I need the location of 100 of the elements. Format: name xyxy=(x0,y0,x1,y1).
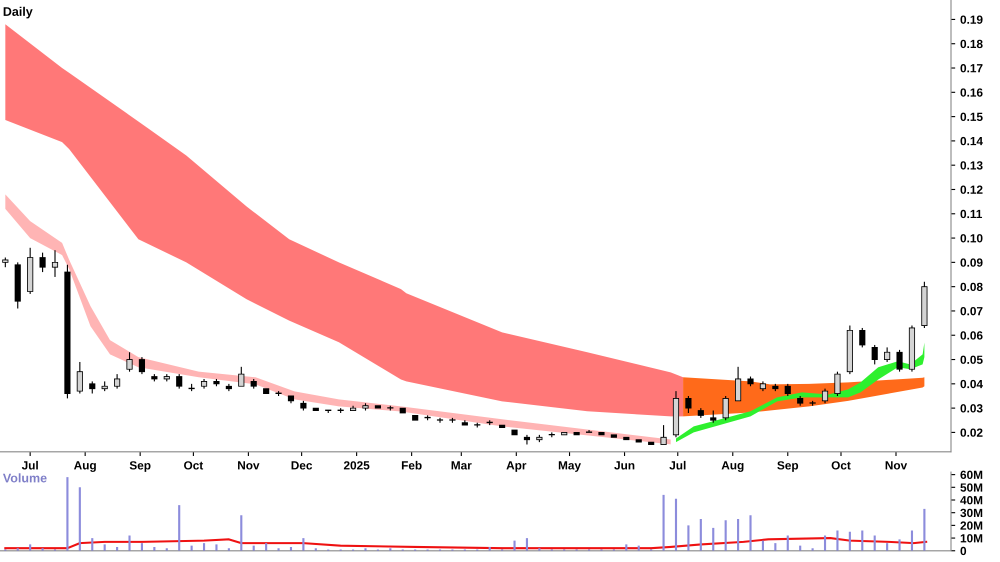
y-tick-label: 0.06 xyxy=(960,331,983,340)
x-tick-label: Nov xyxy=(886,461,908,470)
y-tick-label: 0 xyxy=(960,546,966,556)
bar xyxy=(488,546,491,551)
y-tick-label: 0.11 xyxy=(960,210,982,218)
bar xyxy=(799,546,802,551)
bar xyxy=(389,548,392,551)
bar xyxy=(910,530,914,551)
x-tick-label: Dec xyxy=(292,461,312,470)
bar xyxy=(638,546,640,551)
x-tick-label: Oct xyxy=(832,461,851,470)
bar xyxy=(277,548,280,551)
bar xyxy=(252,546,255,551)
bar xyxy=(625,544,628,551)
bar xyxy=(749,515,752,551)
candlestick xyxy=(250,378,257,390)
bar xyxy=(526,538,528,551)
y-tick-label: 0.02 xyxy=(960,428,983,437)
x-tick-label: Mar xyxy=(452,461,472,470)
bar xyxy=(166,548,168,551)
y-tick-label: 0.10 xyxy=(960,234,983,242)
candlestick xyxy=(710,410,716,424)
candlestick xyxy=(896,349,903,372)
candlestick xyxy=(138,356,146,375)
bar xyxy=(662,494,665,551)
x-tick-label: Aug xyxy=(722,461,744,472)
y-tick-label: 0.09 xyxy=(960,258,983,267)
bar xyxy=(228,548,230,551)
candlestick xyxy=(722,395,729,421)
bar xyxy=(16,548,19,551)
candlestick xyxy=(2,256,8,268)
candlestick xyxy=(300,400,306,412)
candlestick xyxy=(735,366,742,402)
candlestick xyxy=(872,344,878,365)
chart-title: Volume xyxy=(2,473,47,482)
bar xyxy=(66,477,68,551)
bar xyxy=(786,536,789,551)
x-tick-label: Aug xyxy=(74,461,96,472)
bar xyxy=(140,543,144,551)
bar xyxy=(774,543,776,551)
x-tick-label: May xyxy=(558,461,581,472)
y-tick-label: 0.05 xyxy=(960,356,983,364)
candlestick xyxy=(859,327,866,348)
bar xyxy=(42,548,44,551)
bar xyxy=(513,540,516,551)
bar xyxy=(812,548,814,551)
y-tick-label: 0.03 xyxy=(960,404,983,413)
bar xyxy=(724,520,727,551)
line-series xyxy=(4,537,928,550)
candlestick xyxy=(76,361,83,394)
candlestick xyxy=(685,395,692,414)
y-tick-label: 50M xyxy=(960,483,982,492)
candlestick xyxy=(102,380,108,392)
bar xyxy=(824,536,826,551)
y-tick-label: 30M xyxy=(960,508,982,518)
bar xyxy=(886,543,888,551)
y-tick-label: 0.18 xyxy=(960,40,983,48)
x-tick-label: Feb xyxy=(402,460,422,470)
x-tick-label: Jul xyxy=(22,460,38,470)
bar xyxy=(861,530,864,551)
text: Daily xyxy=(4,6,33,18)
y-tick-label: 60M xyxy=(960,470,982,480)
candlestick xyxy=(884,346,890,363)
y-tick-label: 20M xyxy=(960,521,982,530)
bar xyxy=(128,536,131,551)
bar xyxy=(700,519,702,551)
candlestick xyxy=(176,374,182,390)
bar xyxy=(848,532,851,551)
bar xyxy=(538,548,540,551)
bar xyxy=(674,498,678,551)
x-tick-label: Jul xyxy=(669,460,686,470)
bar xyxy=(687,525,690,551)
candlestick xyxy=(524,434,530,446)
y-tick-label: 10M xyxy=(960,534,982,542)
x-tick-label: Apr xyxy=(506,461,526,472)
bar xyxy=(202,543,206,551)
candlestick xyxy=(660,424,667,446)
y-tick-label: 0.07 xyxy=(960,306,982,316)
bar xyxy=(78,487,81,551)
bar xyxy=(265,543,268,551)
x-tick-label: 2025 xyxy=(344,461,370,470)
y-tick-label: 0.19 xyxy=(960,15,983,24)
bar xyxy=(712,528,714,551)
x-tick-label: Oct xyxy=(184,461,204,470)
x-tick-label: Jun xyxy=(614,461,634,470)
candlestick xyxy=(698,408,704,418)
candlestick xyxy=(797,395,804,406)
candlestick xyxy=(548,432,555,438)
candlestick xyxy=(760,380,766,392)
candlestick xyxy=(114,374,120,390)
bar xyxy=(364,548,367,551)
bar xyxy=(240,515,242,551)
x-tick-label: Sep xyxy=(777,461,798,472)
x-tick-label: Sep xyxy=(130,461,151,472)
bar xyxy=(836,530,839,551)
y-tick-label: 0.04 xyxy=(960,380,983,388)
candlestick xyxy=(834,371,841,397)
y-tick-label: 0.08 xyxy=(960,282,983,292)
candlestick xyxy=(325,410,332,414)
bar xyxy=(762,540,764,551)
